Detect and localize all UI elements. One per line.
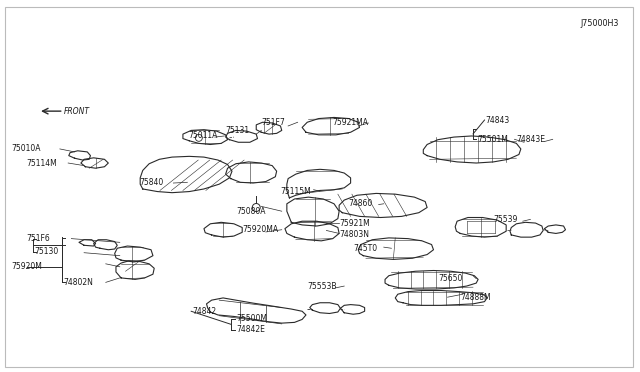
Text: 75920M: 75920M — [12, 262, 42, 271]
Text: 74888M: 74888M — [460, 293, 491, 302]
Text: 75131: 75131 — [226, 126, 250, 135]
Text: 75130: 75130 — [35, 247, 59, 256]
Text: 75921MA: 75921MA — [333, 119, 369, 128]
Text: 75650: 75650 — [438, 274, 462, 283]
Text: 74842E: 74842E — [236, 325, 265, 334]
Text: 75080A: 75080A — [236, 207, 266, 216]
Text: J75000H3: J75000H3 — [580, 19, 618, 28]
Text: 75840: 75840 — [139, 178, 163, 187]
Text: FRONT: FRONT — [64, 107, 90, 116]
Text: 751F6: 751F6 — [27, 234, 51, 243]
Text: 75501M: 75501M — [477, 135, 508, 144]
Text: 74802N: 74802N — [64, 278, 93, 287]
Text: 751F7: 751F7 — [261, 118, 285, 127]
Text: 745T0: 745T0 — [353, 244, 378, 253]
Text: 74842: 74842 — [193, 307, 216, 316]
Text: 75010A: 75010A — [12, 144, 41, 153]
Text: 74803N: 74803N — [339, 230, 369, 239]
Text: 75921M: 75921M — [339, 219, 370, 228]
Text: 74843: 74843 — [486, 116, 510, 125]
Text: 75115M: 75115M — [280, 187, 311, 196]
Text: 74860: 74860 — [348, 199, 372, 208]
Text: 74843E: 74843E — [516, 135, 545, 144]
Text: 75114M: 75114M — [27, 158, 58, 167]
Text: 75500M: 75500M — [236, 314, 267, 323]
Text: 75539: 75539 — [493, 215, 518, 224]
Text: 75553B: 75553B — [307, 282, 337, 291]
Text: 75011A: 75011A — [189, 131, 218, 141]
Text: 75920MA: 75920MA — [242, 225, 278, 234]
